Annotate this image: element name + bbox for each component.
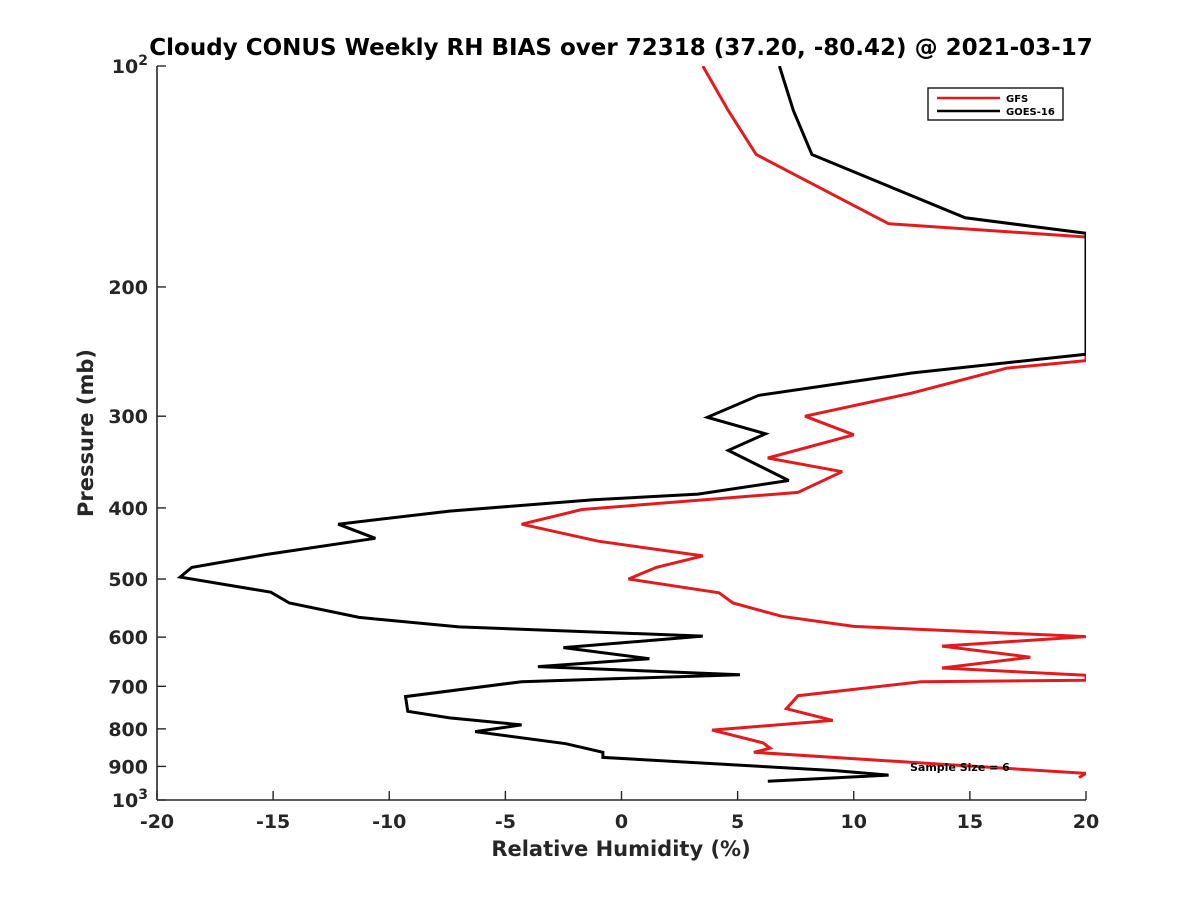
x-tick-label: 20 <box>1073 811 1099 833</box>
y-tick-label: 900 <box>108 756 148 778</box>
y-tick-label: 500 <box>108 569 148 591</box>
y-tick-label: 800 <box>108 719 148 741</box>
x-tick-label: 0 <box>615 811 628 833</box>
y-axis: 102 200 300 400 500 600 700 800 900 103 <box>108 53 166 812</box>
chart-title: Cloudy CONUS Weekly RH BIAS over 72318 (… <box>149 35 1092 61</box>
series-line-gfs <box>521 66 1086 779</box>
x-tick-label: -15 <box>256 811 290 833</box>
x-tick-label: -20 <box>140 811 174 833</box>
x-tick-label: 10 <box>841 811 867 833</box>
y-tick-label: 103 <box>112 787 148 812</box>
x-tick-label: -10 <box>372 811 406 833</box>
plot-area <box>156 66 1086 801</box>
sample-size-annotation: Sample Size = 6 <box>910 761 1010 774</box>
x-tick-label: -5 <box>495 811 516 833</box>
y-tick-label: 102 <box>112 53 148 78</box>
y-axis-label: Pressure (mb) <box>74 349 98 517</box>
series-line-goes-16 <box>176 66 1086 783</box>
y-tick-label: 700 <box>108 676 148 698</box>
x-tick-label: 15 <box>957 811 983 833</box>
series-group <box>176 66 1086 783</box>
y-tick-label: 200 <box>108 277 148 299</box>
x-axis: -20 -15 -10 -5 0 5 10 15 20 <box>140 791 1099 833</box>
legend-box <box>927 87 1064 121</box>
legend-label-gfs: GFS <box>1006 94 1028 105</box>
y-tick-label: 400 <box>108 498 148 520</box>
y-tick-label: 600 <box>108 627 148 649</box>
legend: GFS GOES-16 <box>927 87 1064 121</box>
y-tick-label: 300 <box>108 406 148 428</box>
x-tick-label: 5 <box>731 811 744 833</box>
legend-label-goes-16: GOES-16 <box>1006 107 1055 118</box>
x-axis-label: Relative Humidity (%) <box>491 837 750 861</box>
